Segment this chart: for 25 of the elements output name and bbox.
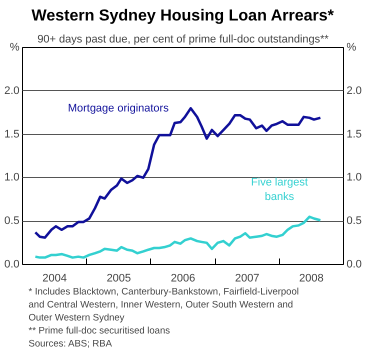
x-tick-label: 2008 bbox=[299, 272, 324, 284]
line-series bbox=[34, 216, 322, 259]
y2-axis-title: % bbox=[346, 42, 356, 54]
y-tick-label: 0.5 bbox=[4, 215, 20, 228]
y2-tick-label: 2.0 bbox=[346, 84, 362, 97]
y-tick-label: 2.0 bbox=[4, 84, 20, 97]
y2-tick-label: 1.5 bbox=[346, 128, 362, 140]
source-note: Sources: ABS; RBA bbox=[28, 338, 113, 349]
x-tick-label: 2007 bbox=[234, 272, 260, 284]
y-tick-label: 1.0 bbox=[4, 172, 20, 184]
y-tick-label: 0.0 bbox=[4, 258, 20, 270]
text: * Includes Blacktown, Canterbury-Bankstown, Fairfield-Liverpool and Central Western, Inner Western, Outer South Western and Outer Western Sydney bbox=[28, 286, 299, 324]
x-tick-label: 2004 bbox=[42, 272, 67, 284]
text: ** Prime full-doc securitised loans bbox=[28, 326, 170, 336]
x-tick-label: 2006 bbox=[170, 272, 196, 284]
y2-tick-label: 0.0 bbox=[346, 258, 362, 270]
x-tick-label: 2005 bbox=[106, 272, 132, 284]
series-label: Five largest banks bbox=[251, 176, 308, 203]
y2-tick-label: 0.5 bbox=[346, 215, 362, 228]
y2-tick-label: 1.0 bbox=[346, 172, 362, 184]
chart-subtitle: 90+ days past due, per cent of prime full-doc outstandings** bbox=[37, 34, 330, 46]
y-axis-title: % bbox=[10, 42, 20, 54]
y-tick-label: 1.5 bbox=[4, 128, 20, 140]
chart-title: Western Sydney Housing Loan Arrears* bbox=[32, 8, 335, 24]
series-label: Mortgage originators bbox=[68, 102, 170, 114]
